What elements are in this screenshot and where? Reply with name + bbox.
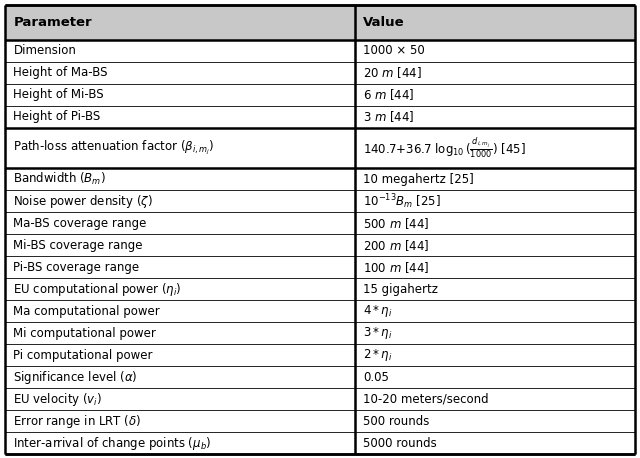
Bar (355, 168, 635, 191)
Bar (355, 366, 635, 388)
Bar (355, 128, 635, 168)
Bar (5, 278, 355, 300)
Text: 20 $m$ [44]: 20 $m$ [44] (363, 65, 422, 80)
Bar (355, 278, 635, 300)
Text: 10 megahertz [25]: 10 megahertz [25] (363, 173, 474, 186)
Text: Inter-arrival of change points ($\mu_b$): Inter-arrival of change points ($\mu_b$) (13, 435, 212, 452)
Bar (355, 106, 635, 128)
Text: 200 $m$ [44]: 200 $m$ [44] (363, 238, 429, 253)
Text: 5000 rounds: 5000 rounds (363, 437, 436, 450)
Bar (5, 39, 355, 62)
Text: $3 * \eta_i$: $3 * \eta_i$ (363, 325, 392, 341)
Bar (5, 388, 355, 410)
Text: $10^{-13}B_m$ [25]: $10^{-13}B_m$ [25] (363, 192, 441, 211)
Text: 3 $m$ [44]: 3 $m$ [44] (363, 109, 415, 124)
Text: Ma computational power: Ma computational power (13, 305, 160, 318)
Text: Parameter: Parameter (13, 16, 92, 29)
Text: Dimension: Dimension (13, 44, 76, 57)
Text: Bandwidth ($B_m$): Bandwidth ($B_m$) (13, 171, 106, 187)
Text: $2 * \eta_i$: $2 * \eta_i$ (363, 347, 392, 363)
Text: Height of Pi-BS: Height of Pi-BS (13, 110, 100, 123)
Bar (5, 256, 355, 278)
Bar (5, 62, 355, 84)
Text: Ma-BS coverage range: Ma-BS coverage range (13, 217, 147, 230)
Bar (355, 191, 635, 213)
Text: Height of Mi-BS: Height of Mi-BS (13, 88, 104, 101)
Text: Pi-BS coverage range: Pi-BS coverage range (13, 261, 140, 274)
Bar (355, 62, 635, 84)
Text: Value: Value (363, 16, 404, 29)
Bar (5, 432, 355, 454)
Text: $4 * \eta_i$: $4 * \eta_i$ (363, 303, 392, 319)
Text: 140.7+36.7 $\log_{10}(\frac{d_{i,m_j}}{1000})$ [45]: 140.7+36.7 $\log_{10}(\frac{d_{i,m_j}}{1… (363, 136, 526, 160)
Bar (5, 322, 355, 344)
Bar (355, 234, 635, 256)
Bar (355, 213, 635, 234)
Text: 1000 × 50: 1000 × 50 (363, 44, 425, 57)
Text: Mi computational power: Mi computational power (13, 327, 156, 340)
Text: Noise power density ($\zeta$): Noise power density ($\zeta$) (13, 193, 153, 210)
Bar (5, 366, 355, 388)
Text: 6 $m$ [44]: 6 $m$ [44] (363, 87, 415, 102)
Bar (5, 168, 355, 191)
Bar (5, 5, 355, 39)
Text: 10-20 meters/second: 10-20 meters/second (363, 393, 488, 406)
Bar (355, 256, 635, 278)
Text: Path-loss attenuation factor ($\beta_{i,m_j}$): Path-loss attenuation factor ($\beta_{i,… (13, 139, 215, 157)
Bar (5, 213, 355, 234)
Bar (5, 191, 355, 213)
Bar (355, 39, 635, 62)
Bar (5, 106, 355, 128)
Bar (355, 300, 635, 322)
Bar (355, 5, 635, 39)
Bar (355, 388, 635, 410)
Text: Error range in LRT ($\delta$): Error range in LRT ($\delta$) (13, 413, 141, 430)
Text: Mi-BS coverage range: Mi-BS coverage range (13, 239, 143, 252)
Text: 500 $m$ [44]: 500 $m$ [44] (363, 216, 429, 231)
Bar (5, 344, 355, 366)
Text: Significance level ($\alpha$): Significance level ($\alpha$) (13, 369, 138, 386)
Bar (5, 234, 355, 256)
Text: Pi computational power: Pi computational power (13, 349, 153, 362)
Text: 15 gigahertz: 15 gigahertz (363, 283, 438, 296)
Text: EU computational power ($\eta_i$): EU computational power ($\eta_i$) (13, 281, 182, 298)
Text: 500 rounds: 500 rounds (363, 415, 429, 428)
Bar (355, 410, 635, 432)
Text: EU velocity ($v_i$): EU velocity ($v_i$) (13, 391, 102, 408)
Text: Height of Ma-BS: Height of Ma-BS (13, 66, 108, 79)
Bar (355, 322, 635, 344)
Bar (355, 344, 635, 366)
Text: 0.05: 0.05 (363, 371, 389, 384)
Bar (5, 410, 355, 432)
Text: 100 $m$ [44]: 100 $m$ [44] (363, 260, 429, 275)
Bar (5, 128, 355, 168)
Bar (5, 84, 355, 106)
Bar (355, 432, 635, 454)
Bar (355, 84, 635, 106)
Bar (5, 300, 355, 322)
